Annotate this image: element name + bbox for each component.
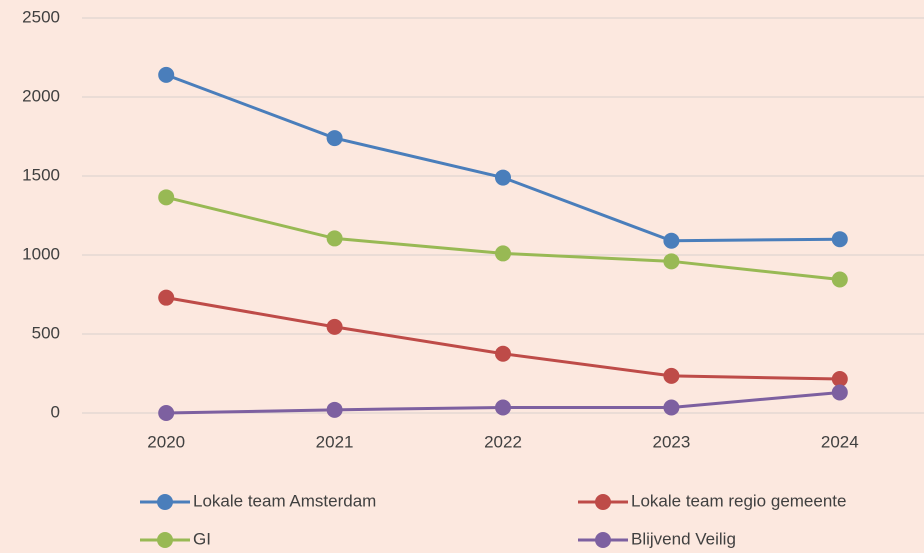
data-point <box>663 232 680 249</box>
data-point <box>831 384 848 401</box>
data-point <box>663 399 680 416</box>
data-point <box>663 253 680 270</box>
y-tick-label: 2500 <box>22 7 60 26</box>
data-point <box>663 367 680 384</box>
legend-label: Lokale team regio gemeente <box>631 491 846 510</box>
legend-marker <box>595 494 611 510</box>
legend-marker <box>595 532 611 548</box>
data-point <box>158 66 175 83</box>
data-point <box>326 230 343 247</box>
y-tick-label: 1000 <box>22 244 60 263</box>
x-tick-label: 2024 <box>821 432 859 451</box>
data-point <box>831 231 848 248</box>
data-point <box>158 189 175 206</box>
data-point <box>158 405 175 421</box>
x-tick-label: 2020 <box>147 432 185 451</box>
data-point <box>326 130 343 147</box>
y-tick-label: 0 <box>51 402 60 421</box>
data-point <box>326 318 343 335</box>
x-tick-label: 2023 <box>652 432 690 451</box>
data-point <box>495 399 511 416</box>
data-point <box>831 271 848 288</box>
data-point <box>495 245 511 262</box>
data-point <box>158 289 175 306</box>
x-tick-label: 2021 <box>316 432 354 451</box>
series-line <box>165 73 840 243</box>
legend-label: Lokale team Amsterdam <box>193 491 376 510</box>
legend-label: Blijvend Veilig <box>631 529 736 548</box>
data-point <box>495 169 511 186</box>
data-point <box>326 401 343 418</box>
x-tick-label: 2022 <box>484 432 522 451</box>
legend-marker <box>157 532 173 548</box>
series-line <box>165 296 840 381</box>
y-tick-label: 500 <box>32 323 60 342</box>
data-point <box>831 371 848 388</box>
data-point <box>495 345 511 362</box>
y-tick-label: 2000 <box>22 86 60 105</box>
legend-marker <box>157 494 173 510</box>
legend-label: GI <box>193 529 211 548</box>
y-tick-label: 1500 <box>22 165 60 184</box>
series-line <box>165 195 840 281</box>
